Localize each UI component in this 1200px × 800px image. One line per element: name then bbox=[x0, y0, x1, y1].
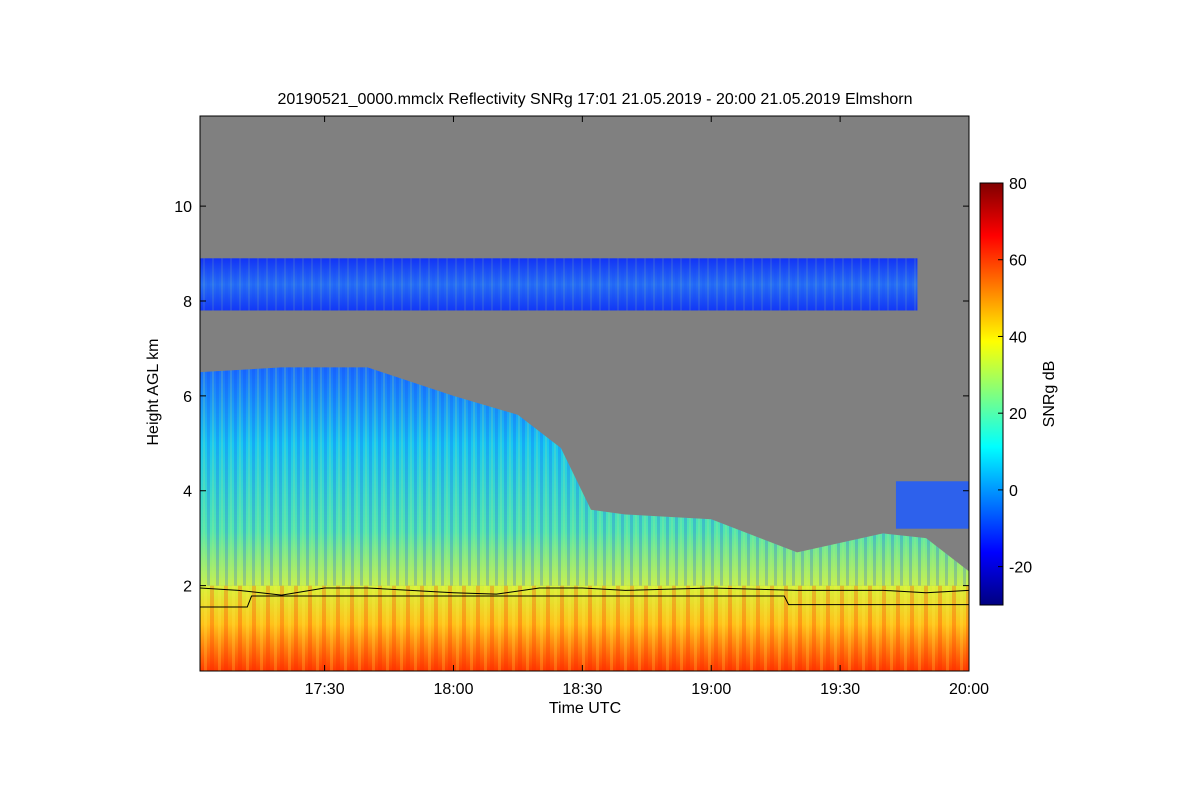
colorbar-tick-label: 60 bbox=[1009, 253, 1027, 270]
y-tick-label: 10 bbox=[174, 199, 192, 216]
colorbar-tick-label: 0 bbox=[1009, 483, 1018, 500]
upper-cloud-texture bbox=[200, 258, 918, 311]
line-layer bbox=[200, 587, 969, 608]
x-tick-label: 17:30 bbox=[305, 681, 345, 698]
lower-cloud-texture bbox=[200, 367, 969, 586]
line-series-2 bbox=[200, 595, 969, 608]
y-tick-label: 2 bbox=[183, 579, 192, 596]
colorbar-label: SNRg dB bbox=[1041, 361, 1058, 428]
y-tick-label: 4 bbox=[183, 484, 192, 501]
chart-title: 20190521_0000.mmclx Reflectivity SNRg 17… bbox=[277, 91, 912, 108]
boundary-layer-texture bbox=[200, 585, 969, 671]
plot-frame bbox=[199, 115, 970, 672]
x-axis: 17:30 18:00 18:30 19:00 19:30 20:00 bbox=[305, 116, 989, 698]
colorbar-tick-label: -20 bbox=[1009, 560, 1032, 577]
x-tick-label: 18:30 bbox=[562, 681, 602, 698]
y-tick-label: 6 bbox=[183, 389, 192, 406]
y-axis-label: Height AGL km bbox=[145, 338, 162, 445]
colorbar: -20 0 20 40 60 80 SNRg dB bbox=[979, 176, 1058, 606]
x-tick-label: 19:00 bbox=[691, 681, 731, 698]
x-tick-label: 20:00 bbox=[949, 681, 989, 698]
plot-area: 17:30 18:00 18:30 19:00 19:30 20:00 2 4 6 8 10 bbox=[174, 115, 989, 698]
x-tick-label: 19:30 bbox=[820, 681, 860, 698]
line-series-1 bbox=[200, 587, 969, 596]
y-axis: 2 4 6 8 10 bbox=[174, 199, 969, 596]
colorbar-tick-label: 40 bbox=[1009, 329, 1027, 346]
heatmap-layers bbox=[200, 258, 969, 671]
colorbar-tick-label: 80 bbox=[1009, 176, 1027, 193]
colorbar-gradient bbox=[979, 182, 1004, 606]
x-tick-label: 18:00 bbox=[433, 681, 473, 698]
x-axis-label: Time UTC bbox=[549, 700, 621, 717]
colorbar-tick-label: 20 bbox=[1009, 406, 1027, 423]
late-cloud-top-region bbox=[895, 481, 969, 529]
colorbar-ticks: -20 0 20 40 60 80 bbox=[998, 176, 1032, 577]
y-tick-label: 8 bbox=[183, 294, 192, 311]
